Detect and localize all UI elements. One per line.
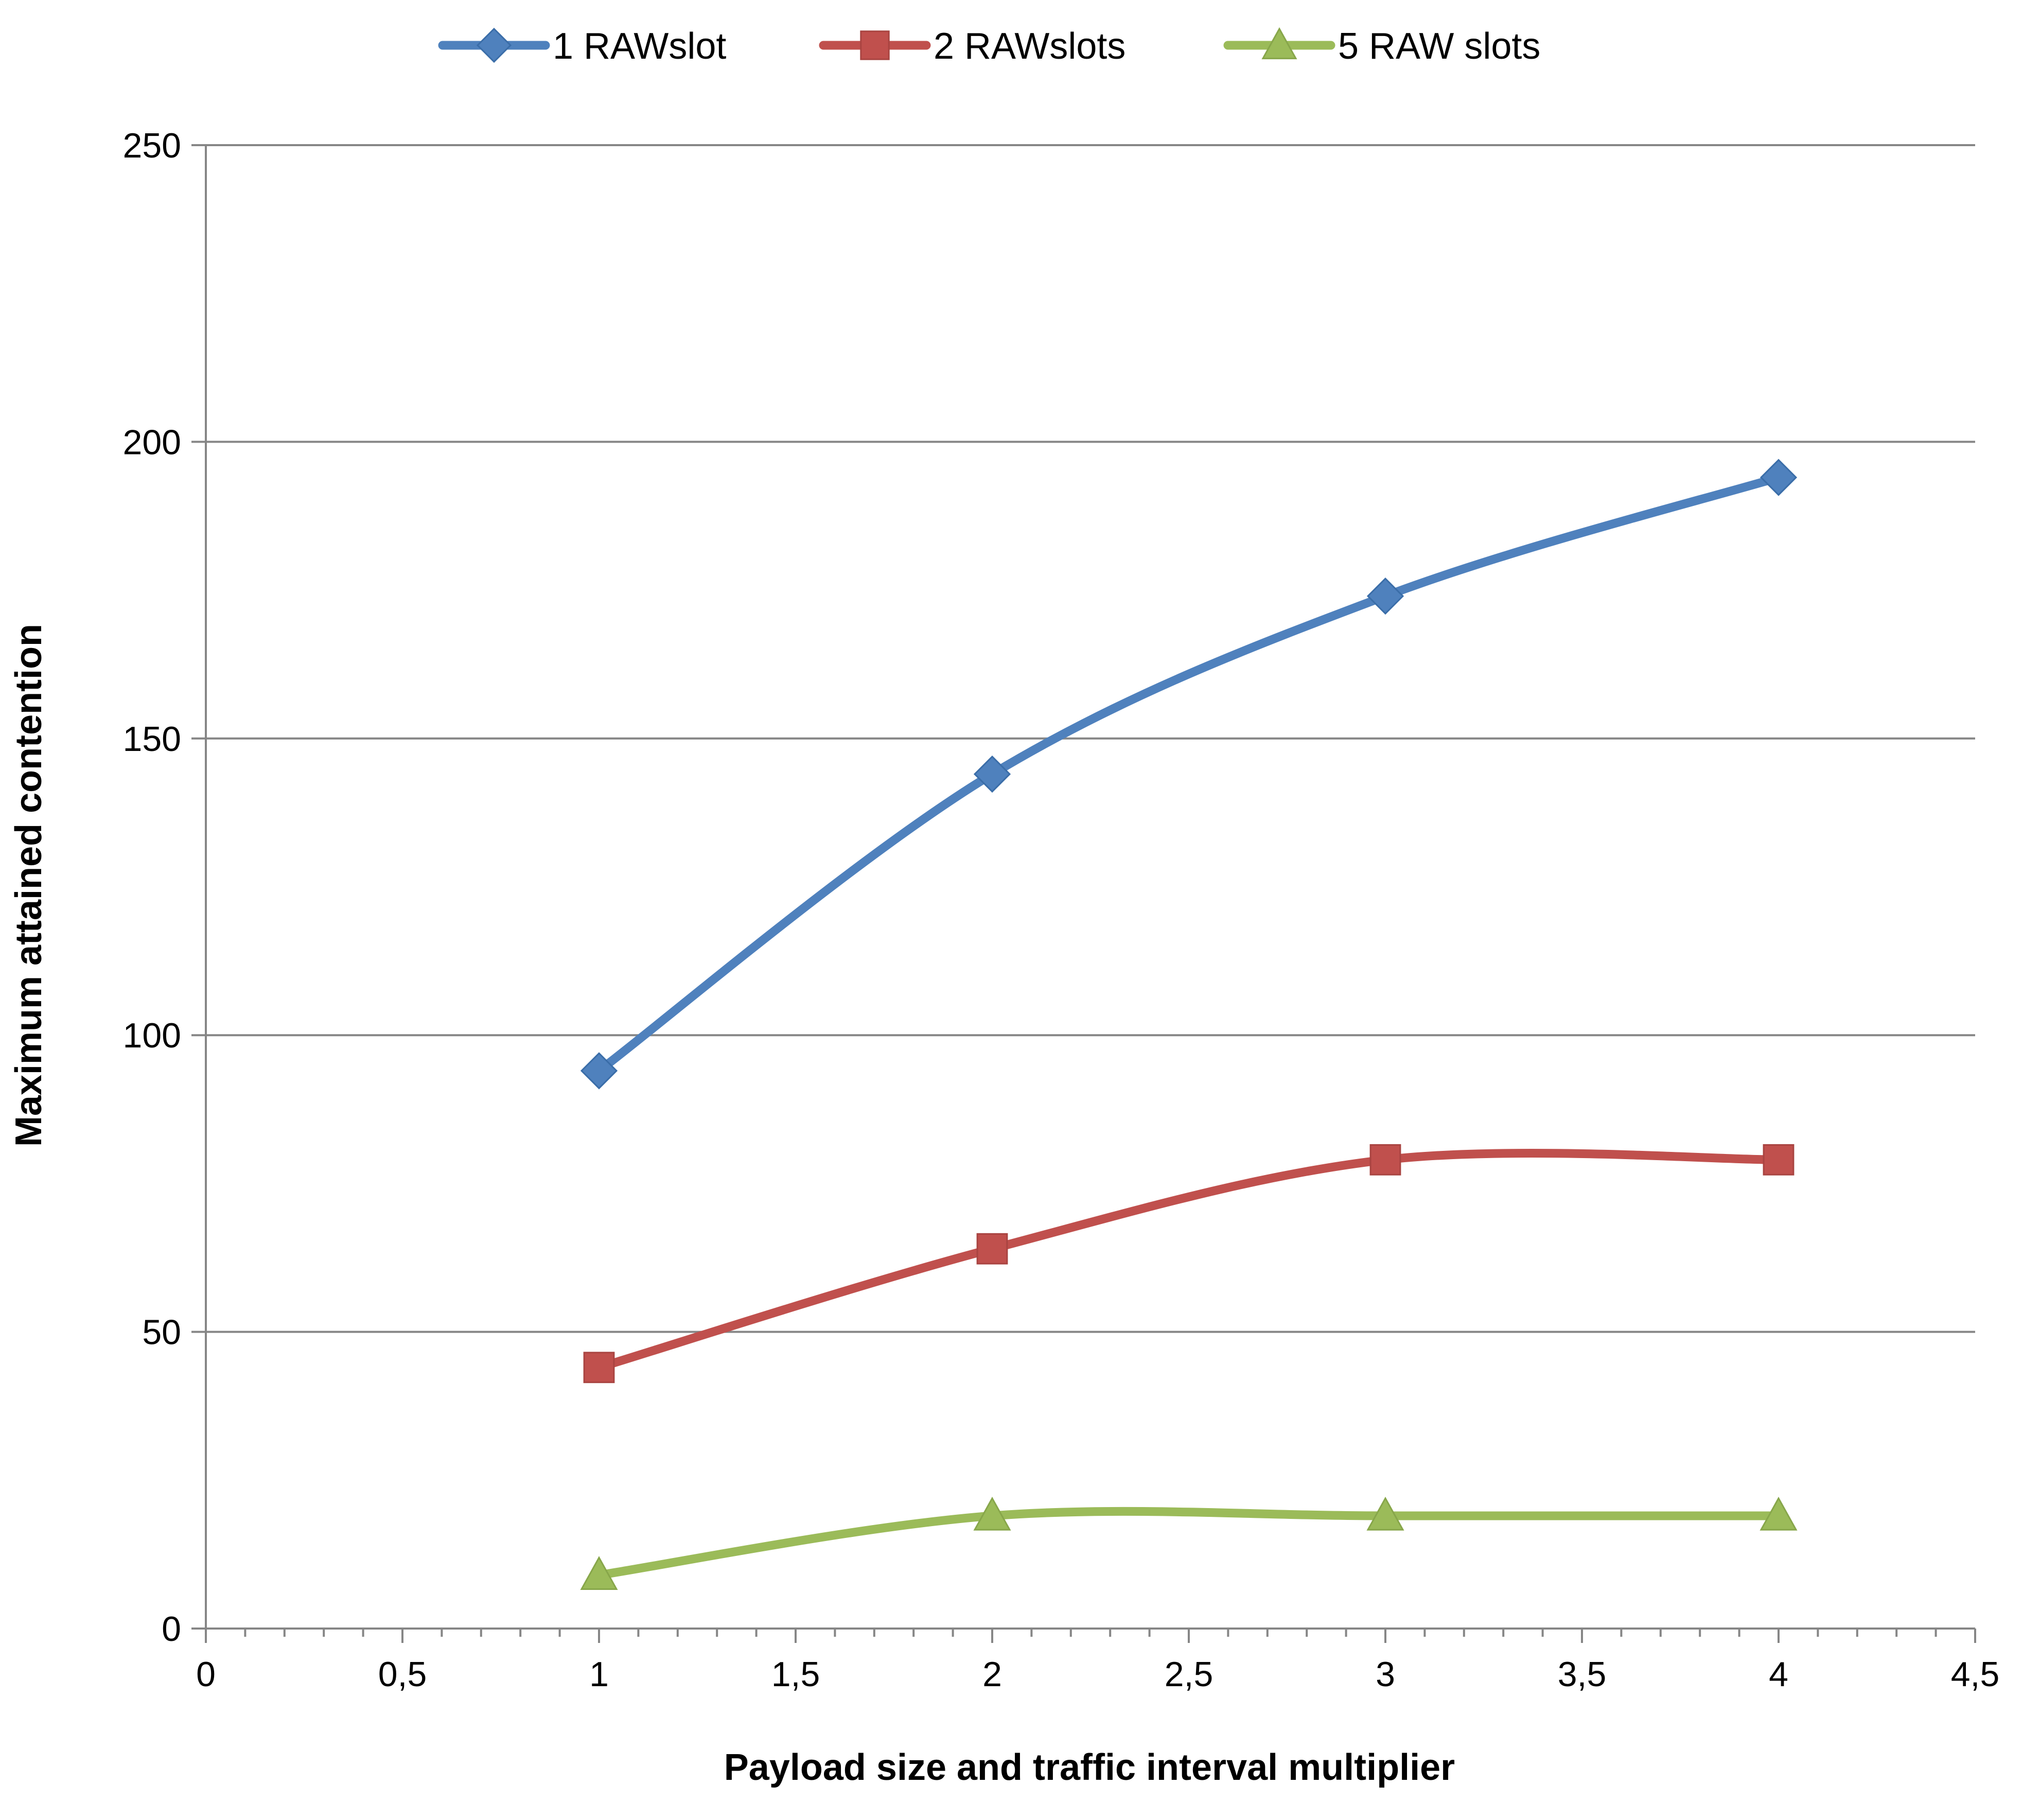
y-tick-label: 100: [123, 1016, 181, 1055]
data-point-marker: [1760, 459, 1798, 496]
gridlines: [206, 144, 1975, 1333]
data-point-marker: [973, 755, 1011, 793]
x-tick-label: 1,5: [771, 1655, 820, 1694]
x-axis-title: Payload size and traffic interval multip…: [724, 1747, 1455, 1788]
x-tick-label: 0,5: [378, 1655, 427, 1694]
x-tick-label: 2: [982, 1655, 1002, 1694]
legend-label: 5 RAW slots: [1338, 26, 1540, 67]
legend-marker: [1261, 27, 1297, 60]
data-point-marker: [1369, 1144, 1401, 1176]
data-point-marker: [976, 1233, 1008, 1265]
series-line: [594, 1507, 1783, 1580]
legend-label: 2 RAWslots: [934, 26, 1125, 67]
x-tick-label: 1: [589, 1655, 609, 1694]
y-axis-title: Maximum attained contention: [8, 624, 49, 1147]
y-tick-label: 200: [123, 423, 181, 462]
data-point-marker: [1366, 577, 1404, 615]
data-point-marker: [1366, 1496, 1404, 1531]
data-point-marker: [1760, 1496, 1798, 1531]
legend-label: 1 RAWslot: [553, 26, 726, 67]
legend: 1 RAWslot 2 RAWslots 5 RAW slots: [438, 26, 1540, 67]
y-tick-label: 250: [123, 126, 181, 165]
x-tick-label: 4,5: [1951, 1655, 2000, 1694]
y-tick-label: 0: [162, 1609, 181, 1649]
y-tick-label: 150: [123, 720, 181, 759]
axes: 0 50 100 150 200 250 0 0,5 1 1,5 2 2,5 3 3,5 4 4,5: [123, 126, 2000, 1694]
legend-marker: [860, 30, 890, 60]
data-point-marker: [1763, 1144, 1795, 1176]
data-point-marker: [580, 1556, 618, 1590]
series-line: [594, 473, 1783, 1075]
data-point-marker: [580, 1052, 618, 1090]
x-tick-label: 4: [1769, 1655, 1788, 1694]
series-line: [594, 1148, 1783, 1372]
x-tick-label: 2,5: [1165, 1655, 1213, 1694]
x-tick-label: 3,5: [1558, 1655, 1607, 1694]
data-point-marker: [583, 1352, 615, 1384]
data-point-marker: [973, 1496, 1011, 1531]
x-tick-label: 0: [196, 1655, 216, 1694]
y-tick-label: 50: [142, 1313, 181, 1352]
legend-marker: [476, 27, 512, 63]
series-group: [580, 459, 1798, 1590]
x-tick-label: 3: [1376, 1655, 1395, 1694]
